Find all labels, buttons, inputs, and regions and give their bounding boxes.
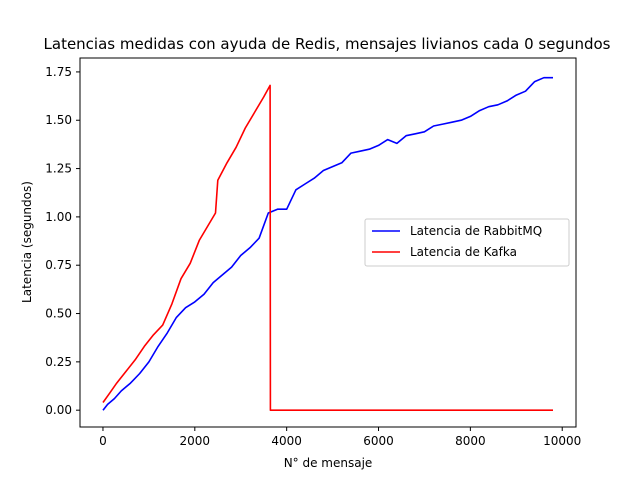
legend-box <box>364 218 570 267</box>
legend-label-rabbitmq: Latencia de RabbitMQ <box>410 224 542 238</box>
x-tick-label: 0 <box>99 434 107 448</box>
series-layer <box>102 76 553 412</box>
x-tick-label: 4000 <box>271 434 302 448</box>
y-axis-ticks: 0.00 0.25 0.50 0.75 1.00 1.25 1.50 1.75 <box>45 65 80 417</box>
legend: Latencia de RabbitMQ Latencia de Kafka <box>364 218 570 267</box>
y-tick-label: 1.25 <box>45 162 72 176</box>
y-tick-label: 0.00 <box>45 403 72 417</box>
y-axis-label: Latencia (segundos) <box>20 181 34 303</box>
y-tick-label: 1.00 <box>45 210 72 224</box>
x-axis-ticks: 0 2000 4000 6000 8000 10000 <box>99 427 581 448</box>
y-tick-label: 0.50 <box>45 307 72 321</box>
x-tick-label: 6000 <box>363 434 394 448</box>
y-tick-label: 1.75 <box>45 65 72 79</box>
x-tick-label: 8000 <box>455 434 486 448</box>
x-tick-label: 2000 <box>180 434 211 448</box>
legend-label-kafka: Latencia de Kafka <box>410 245 517 259</box>
x-axis-label: N° de mensaje <box>284 456 373 470</box>
y-tick-label: 0.25 <box>45 355 72 369</box>
chart-title: Latencias medidas con ayuda de Redis, me… <box>44 35 611 53</box>
y-tick-label: 1.50 <box>45 113 72 127</box>
series-line-kafka <box>102 84 553 412</box>
y-tick-label: 0.75 <box>45 258 72 272</box>
series-line-rabbitmq <box>102 76 553 411</box>
x-tick-label: 10000 <box>543 434 581 448</box>
